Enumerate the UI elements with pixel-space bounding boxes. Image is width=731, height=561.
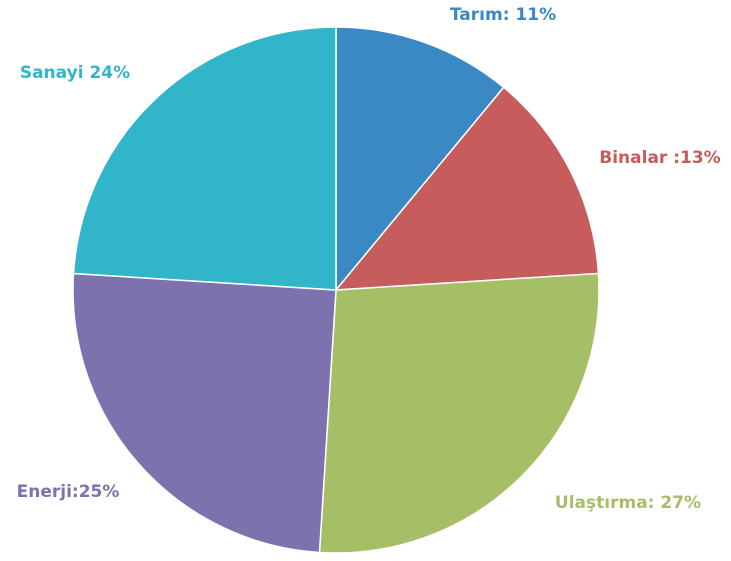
pie-slice [318,272,600,554]
data-label: Tarım: 11% [450,5,556,25]
data-label: Enerji:25% [17,482,120,502]
pie-slice [72,26,337,291]
data-label: Binalar :13% [599,148,720,168]
data-label: Sanayi 24% [20,63,130,83]
pie-slice [335,26,505,293]
pie-slice [72,272,337,554]
pie-slice [334,86,600,291]
data-label: Ulaştırma: 27% [555,493,701,513]
